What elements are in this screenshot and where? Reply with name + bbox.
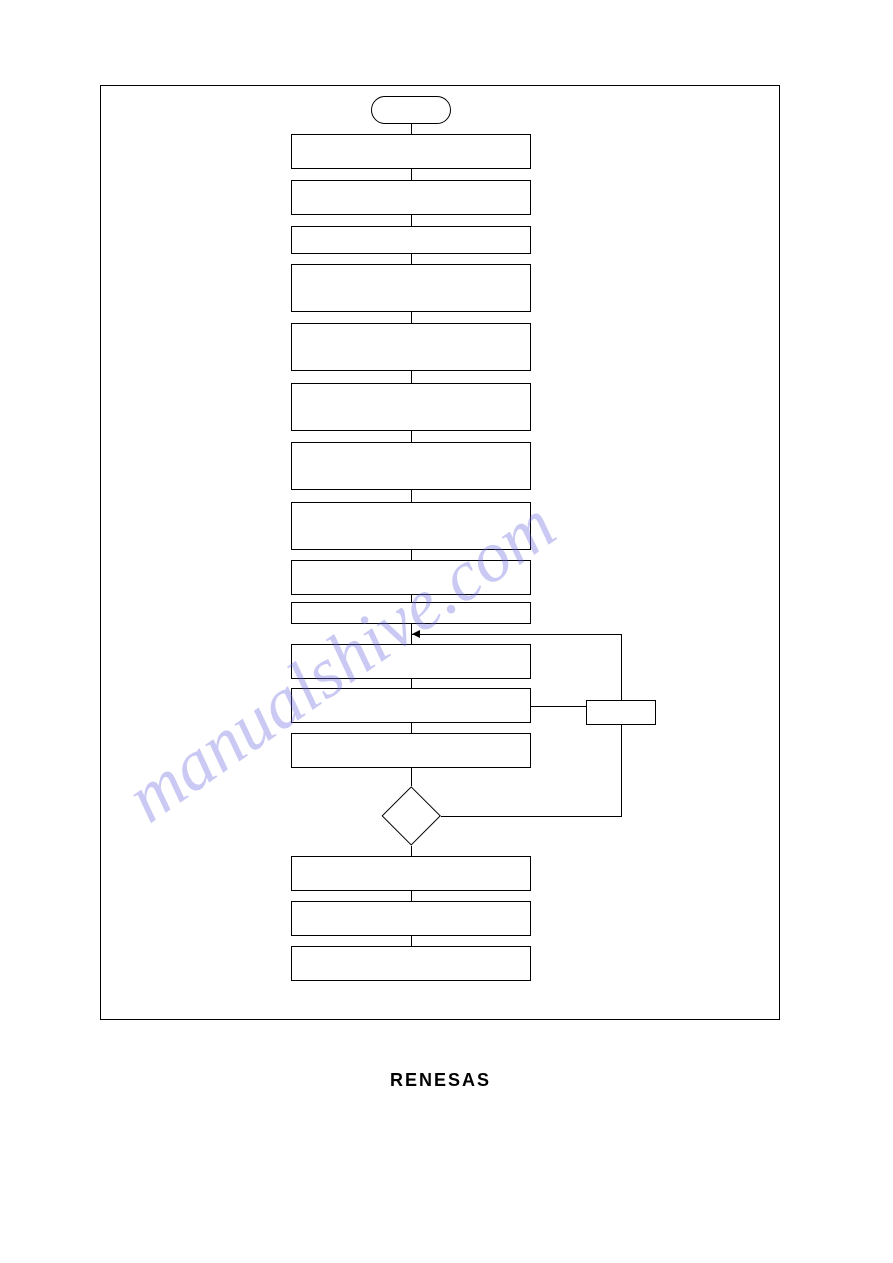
- connector: [411, 846, 412, 856]
- process-p2: [291, 180, 531, 215]
- process-p3: [291, 226, 531, 254]
- process-p15: [291, 901, 531, 936]
- process-p12: [291, 688, 531, 723]
- connector: [411, 891, 412, 901]
- connector: [411, 124, 412, 134]
- connector: [411, 768, 412, 786]
- loop-arrow-icon: [412, 630, 420, 638]
- connector: [411, 431, 412, 442]
- connector: [411, 595, 412, 602]
- small-process-sub: [586, 700, 656, 725]
- flowchart-container: [100, 85, 780, 1020]
- decision-d1: [381, 786, 441, 846]
- connector: [441, 816, 621, 817]
- process-p1: [291, 134, 531, 169]
- connector: [411, 634, 621, 635]
- process-p6: [291, 383, 531, 431]
- process-p8: [291, 502, 531, 550]
- connector: [411, 550, 412, 560]
- connector: [411, 723, 412, 733]
- connector: [411, 169, 412, 180]
- terminator-start: [371, 96, 451, 124]
- process-p11: [291, 644, 531, 679]
- process-p7: [291, 442, 531, 490]
- process-p10: [291, 602, 531, 624]
- connector: [411, 312, 412, 323]
- flowchart: [101, 86, 779, 1019]
- connector: [411, 490, 412, 502]
- connector: [411, 371, 412, 383]
- process-p5: [291, 323, 531, 371]
- connector: [411, 215, 412, 226]
- connector: [531, 706, 586, 707]
- process-p4: [291, 264, 531, 312]
- connector: [621, 634, 622, 700]
- connector: [621, 725, 622, 817]
- renesas-logo: RENESAS: [390, 1070, 491, 1091]
- process-p14: [291, 856, 531, 891]
- connector: [411, 936, 412, 946]
- process-p9: [291, 560, 531, 595]
- connector: [411, 679, 412, 688]
- process-p16: [291, 946, 531, 981]
- connector: [411, 254, 412, 264]
- process-p13: [291, 733, 531, 768]
